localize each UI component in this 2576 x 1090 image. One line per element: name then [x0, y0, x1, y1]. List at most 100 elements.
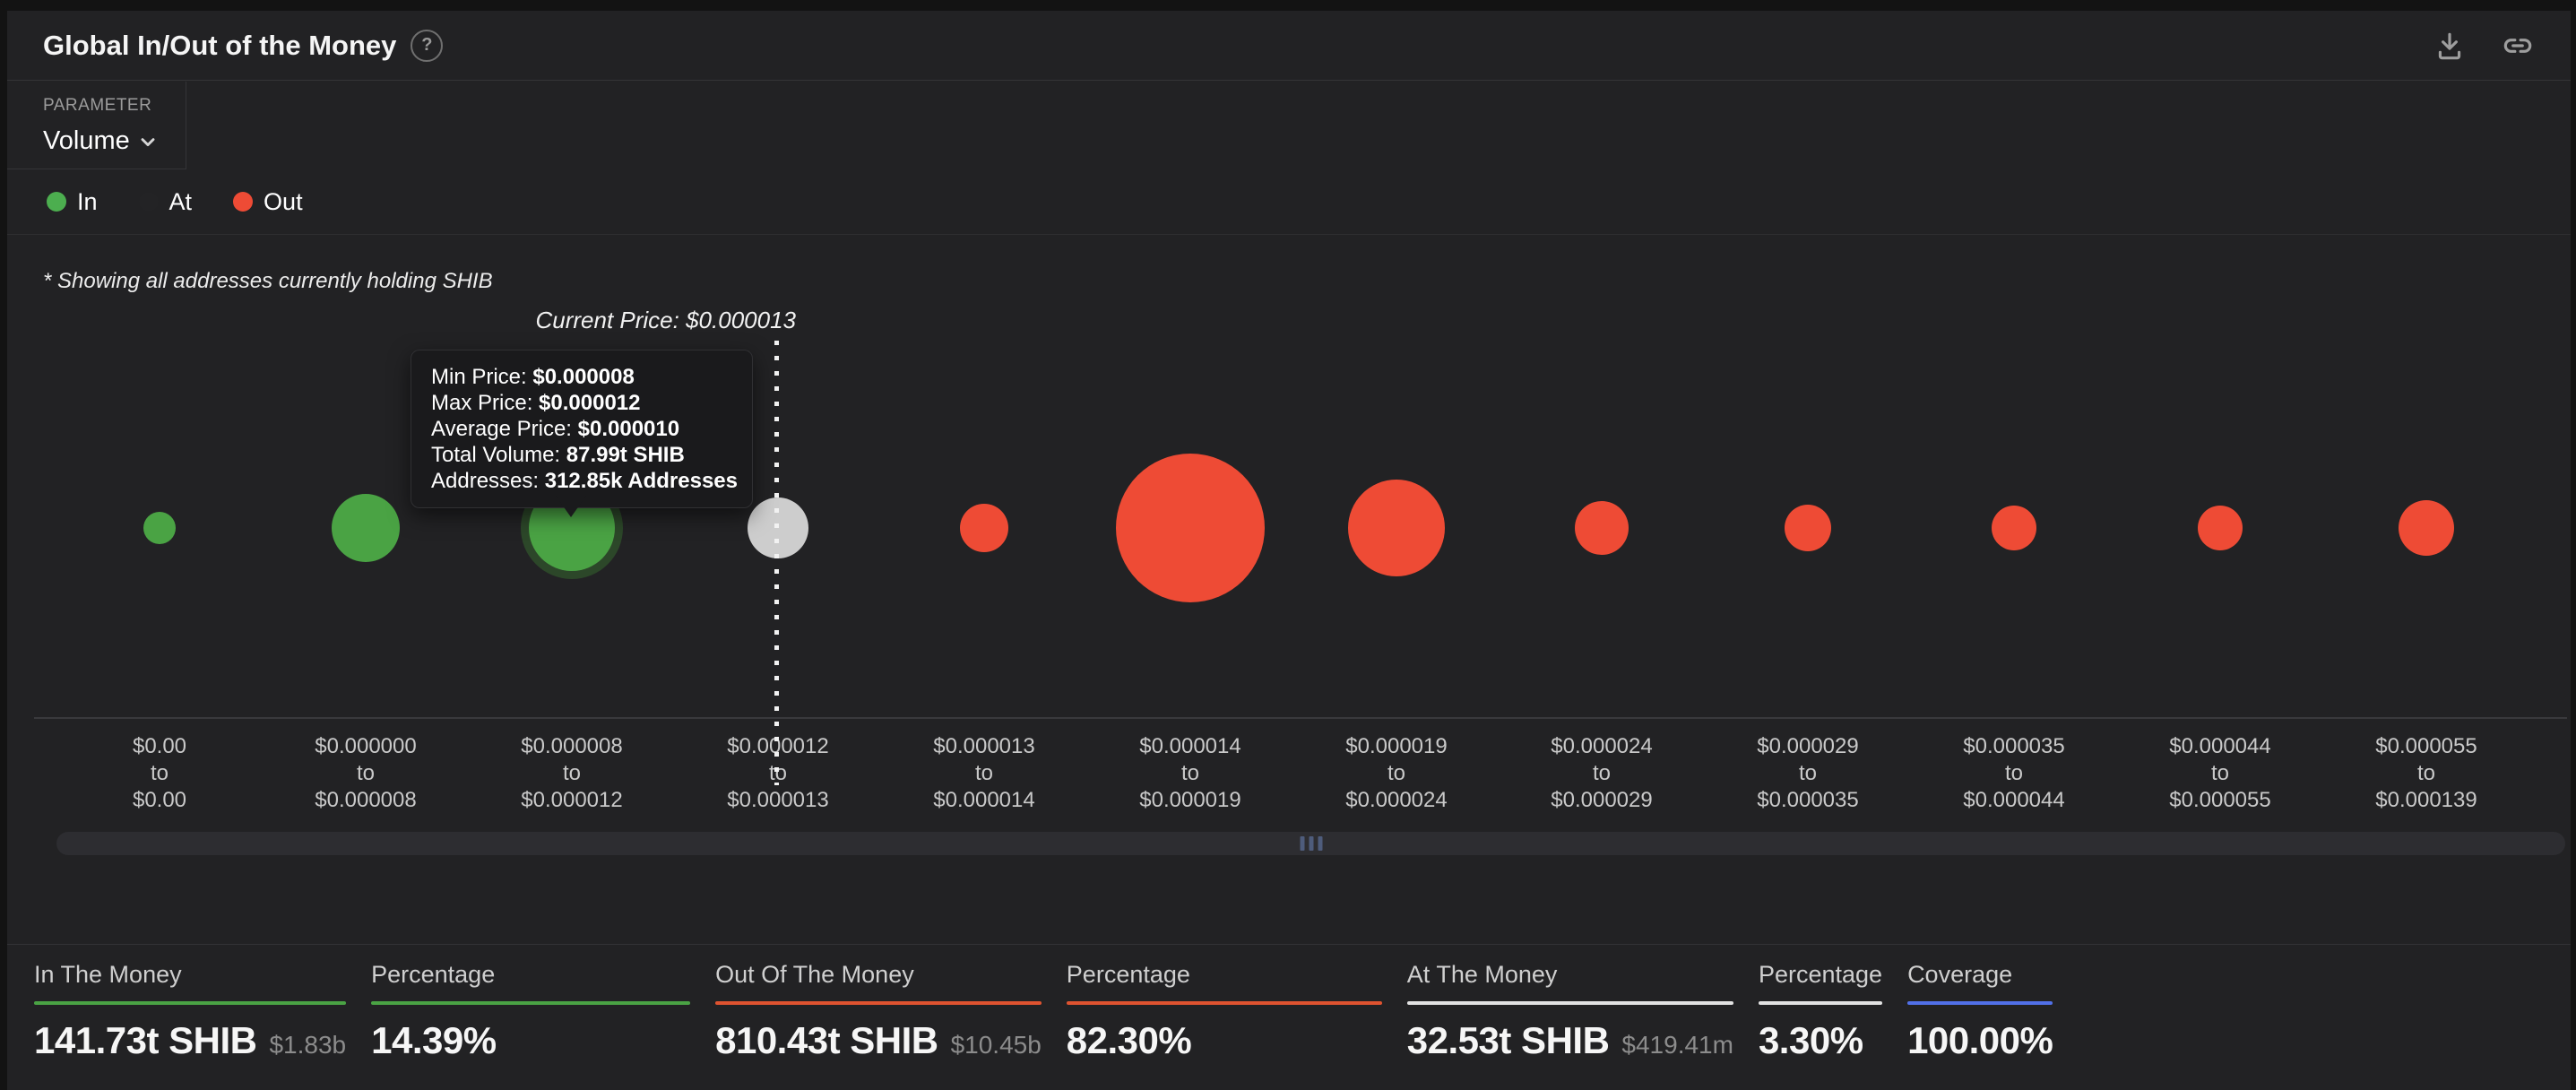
help-icon[interactable]: ? [411, 29, 444, 62]
stat-column: In The Money 141.73t SHIB $1.83b [34, 961, 347, 1090]
tooltip-caret [556, 496, 586, 517]
x-axis-tick-label: $0.000024 to $0.000029 [1551, 734, 1653, 812]
stat-column: Coverage 100.00% [1907, 961, 2053, 1090]
stat-value-row: 100.00% [1907, 1019, 2053, 1062]
stat-value: 3.30% [1758, 1019, 1863, 1061]
parameter-label: PARAMETER [43, 96, 152, 115]
stat-label: Percentage [1066, 961, 1190, 988]
stat-value: 32.53t SHIB [1406, 1019, 1610, 1061]
stat-column: Out Of The Money 810.43t SHIB $10.45b [715, 961, 1042, 1090]
stat-value-row: 82.30% [1067, 1019, 1382, 1062]
bubble[interactable] [1575, 501, 1629, 555]
x-axis-tick-label: $0.000019 to $0.000024 [1345, 734, 1448, 812]
stat-value-row: 141.73t SHIB $1.83b [34, 1019, 346, 1062]
x-axis-tick-label: $0.000055 to $0.000139 [2375, 734, 2477, 812]
stat-value: 14.39% [371, 1019, 497, 1061]
x-axis-tick-label: $0.000029 to $0.000035 [1757, 734, 1859, 812]
bubble[interactable] [1116, 454, 1265, 602]
parameter-selected-value: Volume [43, 126, 130, 155]
bubble[interactable] [2198, 506, 2243, 550]
bubble-chart: * Showing all addresses currently holdin… [7, 11, 2571, 1090]
stat-underline [1066, 1001, 1382, 1005]
tooltip-row-value: $0.000008 [532, 365, 635, 389]
legend: In At Out [7, 169, 2571, 235]
x-axis-tick-label: $0.000013 to $0.000014 [933, 734, 1035, 812]
tooltip-row-value: 87.99t SHIB [566, 443, 685, 467]
stat-label: Out Of The Money [715, 961, 914, 988]
x-axis-tick-label: $0.000014 to $0.000019 [1139, 734, 1241, 812]
chart-horizontal-scrollbar[interactable] [56, 832, 2565, 855]
current-price-line [774, 341, 779, 785]
x-axis-line [34, 717, 2567, 719]
stat-label: Percentage [371, 961, 496, 988]
stat-value-row: 14.39% [371, 1019, 690, 1062]
stat-value: 82.30% [1066, 1019, 1192, 1061]
stat-label: In The Money [34, 961, 182, 988]
x-axis-tick-label: $0.000000 to $0.000008 [315, 734, 417, 812]
bubble[interactable] [1348, 480, 1445, 576]
stat-underline [371, 1001, 691, 1005]
tooltip-row: Max Price: $0.000012 [431, 390, 732, 416]
bubble[interactable] [1785, 505, 1831, 551]
chart-note: * Showing all addresses currently holdin… [43, 269, 493, 293]
tooltip-row-value: $0.000012 [539, 391, 641, 415]
share-link-button[interactable] [2501, 29, 2535, 63]
stat-column: Percentage 14.39% [371, 961, 691, 1090]
stat-label: Coverage [1907, 961, 2013, 988]
tooltip-row-label: Max Price: [431, 391, 540, 415]
download-button[interactable] [2433, 29, 2467, 63]
chevron-down-icon [141, 137, 155, 146]
stat-label: At The Money [1406, 961, 1558, 988]
x-axis-tick-label: $0.00 to $0.00 [132, 734, 187, 812]
legend-dot-icon [47, 192, 66, 212]
scrollbar-grip-icon [1300, 836, 1322, 851]
stat-value: 100.00% [1907, 1019, 2053, 1061]
bubble[interactable] [2399, 500, 2454, 556]
download-icon [2438, 32, 2461, 59]
x-axis-tick-label: $0.000008 to $0.000012 [521, 734, 623, 812]
stat-value: 810.43t SHIB [715, 1019, 938, 1061]
page-title: Global In/Out of the Money [43, 29, 397, 61]
legend-item[interactable]: At [138, 187, 193, 216]
header-actions [2433, 29, 2535, 63]
stat-underline [715, 1001, 1042, 1005]
tooltip-row-label: Min Price: [431, 365, 533, 389]
stat-value-row: 810.43t SHIB $10.45b [715, 1019, 1042, 1062]
tooltip-row: Total Volume: 87.99t SHIB [431, 442, 732, 468]
summary-stats-bar: In The Money 141.73t SHIB $1.83b Percent… [7, 944, 2571, 1090]
stat-label: Percentage [1758, 961, 1883, 988]
current-price-label: Current Price: $0.000013 [535, 307, 796, 333]
legend-item-label: At [169, 187, 193, 215]
bubble[interactable] [143, 512, 176, 544]
bubble[interactable] [1992, 506, 2036, 550]
stat-sub-value: $1.83b [269, 1031, 347, 1059]
legend-item-label: In [77, 187, 98, 215]
stat-column: At The Money 32.53t SHIB $419.41m [1406, 961, 1733, 1090]
tooltip-row-value: 312.85k Addresses [544, 469, 738, 493]
stat-sub-value: $419.41m [1621, 1031, 1733, 1059]
stat-value-row: 32.53t SHIB $419.41m [1407, 1019, 1733, 1062]
parameter-dropdown[interactable]: Volume [43, 126, 186, 156]
stat-underline [1907, 1001, 2053, 1005]
tooltip-row: Addresses: 312.85k Addresses [431, 468, 738, 494]
legend-dot-icon [138, 192, 159, 212]
stat-underline [34, 1001, 347, 1005]
stat-sub-value: $10.45b [950, 1031, 1042, 1059]
widget-header: Global In/Out of the Money ? [7, 11, 2571, 81]
tooltip-row-value: $0.000010 [577, 417, 680, 441]
tooltip-row-label: Addresses: [431, 469, 545, 493]
bubble[interactable] [960, 504, 1008, 552]
stat-value: 141.73t SHIB [34, 1019, 257, 1061]
legend-item[interactable]: In [47, 188, 98, 216]
stat-underline [1758, 1001, 1883, 1005]
tooltip-row: Min Price: $0.000008 [431, 364, 732, 390]
legend-item-label: Out [264, 187, 303, 215]
x-axis-tick-label: $0.000035 to $0.000044 [1963, 734, 2065, 812]
stat-value-row: 3.30% [1759, 1019, 1882, 1062]
legend-item[interactable]: Out [233, 188, 303, 216]
bubble[interactable] [332, 494, 400, 562]
tooltip-row-label: Average Price: [431, 417, 578, 441]
stat-column: Percentage 82.30% [1066, 961, 1382, 1090]
tooltip-row-label: Total Volume: [431, 443, 566, 467]
tooltip-row: Average Price: $0.000010 [431, 416, 732, 442]
